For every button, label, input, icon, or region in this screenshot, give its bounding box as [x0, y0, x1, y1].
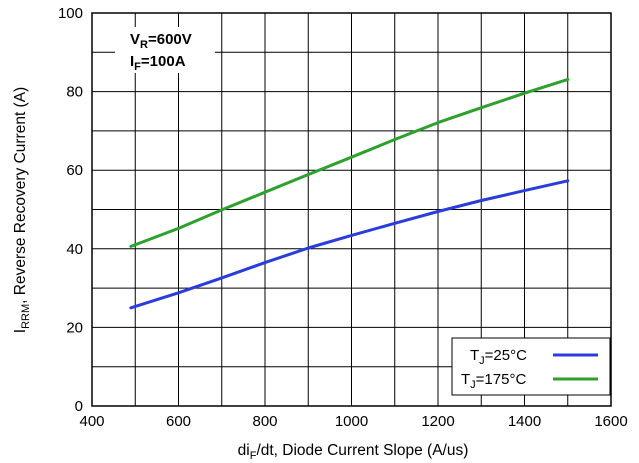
- plot-frame: [91, 12, 612, 407]
- annotation-background: [115, 27, 215, 73]
- y-tick-label: 40: [66, 241, 83, 258]
- x-tick-label: 400: [79, 413, 104, 430]
- legend-label-25c: TJ=25°C: [470, 347, 527, 367]
- y-axis-label: IRRM, Reverse Recovery Current (A): [12, 87, 32, 333]
- y-tick-label: 80: [66, 84, 83, 101]
- x-tick-label: 600: [166, 413, 191, 430]
- x-tick-labels: 400 600 800 1000 1200 1400 1600: [79, 413, 627, 430]
- annotation-vr: VR=600V: [130, 31, 192, 51]
- y-tick-labels: 0 20 40 60 80 100: [58, 5, 83, 415]
- series-lines: [129, 77, 570, 310]
- x-tick-label: 1600: [594, 413, 627, 430]
- series-line-175c: [129, 77, 570, 248]
- legend-box: [451, 337, 611, 396]
- legend: TJ=25°C TJ=175°C: [451, 337, 611, 396]
- y-tick-label: 60: [66, 162, 83, 179]
- y-tick-label: 100: [58, 5, 83, 22]
- annotation-if: IF=100A: [130, 53, 186, 73]
- series-line-25c: [129, 179, 570, 310]
- y-tick-label: 0: [75, 398, 83, 415]
- x-tick-label: 1400: [508, 413, 541, 430]
- x-tick-label: 1000: [335, 413, 368, 430]
- condition-annotation: VR=600V IF=100A: [115, 27, 215, 73]
- x-tick-label: 1200: [421, 413, 454, 430]
- x-axis-label: diF/dt, Diode Current Slope (A/us): [238, 442, 469, 462]
- legend-label-175c: TJ=175°C: [461, 371, 526, 391]
- y-tick-label: 20: [66, 319, 83, 336]
- x-tick-label: 800: [252, 413, 277, 430]
